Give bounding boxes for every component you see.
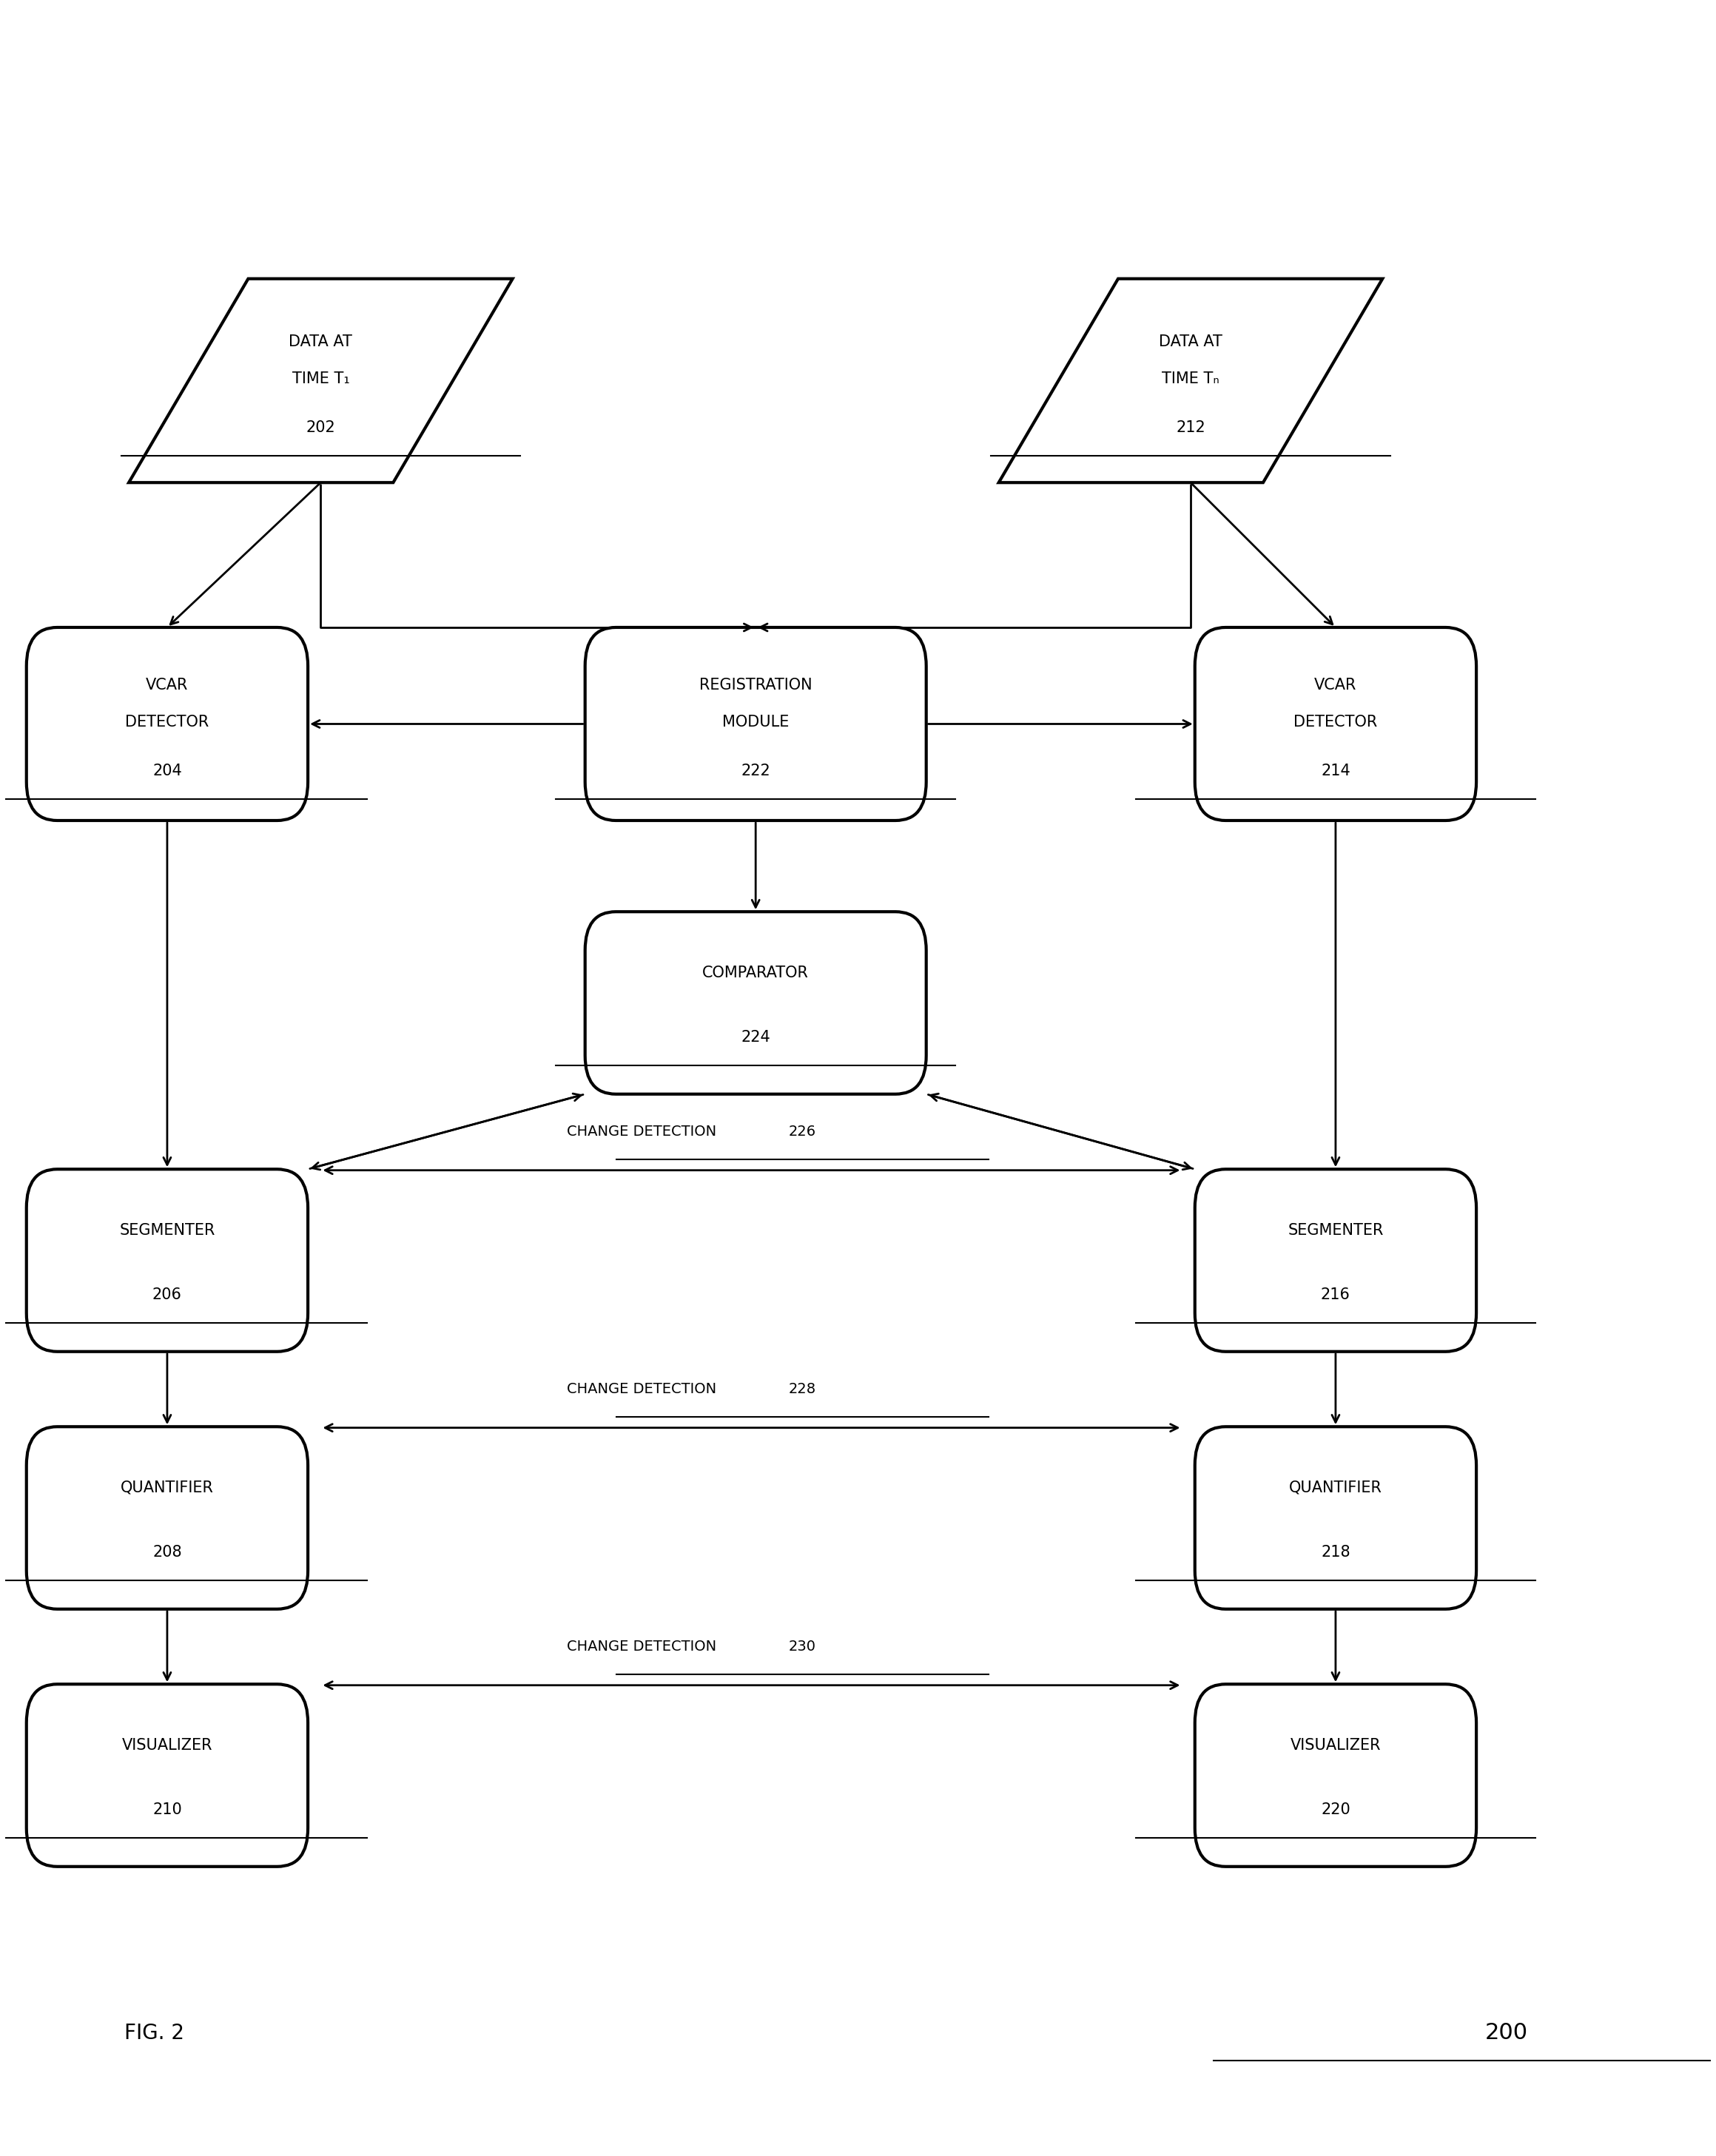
Text: 210: 210 [153,1802,182,1818]
Text: VCAR: VCAR [146,677,189,692]
Text: 224: 224 [741,1031,770,1046]
Text: CHANGE DETECTION: CHANGE DETECTION [566,1639,721,1654]
Text: TIME T₁: TIME T₁ [292,371,350,386]
Text: CHANGE DETECTION: CHANGE DETECTION [566,1382,721,1397]
Text: DATA AT: DATA AT [1158,334,1222,349]
Text: VISUALIZER: VISUALIZER [122,1738,213,1753]
Text: 216: 216 [1321,1287,1350,1302]
Text: 228: 228 [789,1382,817,1397]
Text: 208: 208 [153,1546,182,1559]
Text: 212: 212 [1175,420,1205,436]
Text: TIME Tₙ: TIME Tₙ [1162,371,1220,386]
FancyBboxPatch shape [26,627,307,821]
Text: 218: 218 [1321,1546,1350,1559]
Text: CHANGE DETECTION: CHANGE DETECTION [566,1125,721,1138]
Text: 222: 222 [741,763,770,778]
Text: DETECTOR: DETECTOR [1294,714,1378,729]
FancyBboxPatch shape [1194,1684,1476,1867]
Polygon shape [129,278,513,483]
Text: REGISTRATION: REGISTRATION [698,677,812,692]
Text: 200: 200 [1484,2022,1527,2044]
FancyBboxPatch shape [1194,1169,1476,1352]
Text: SEGMENTER: SEGMENTER [120,1222,214,1238]
Text: VISUALIZER: VISUALIZER [1290,1738,1381,1753]
FancyBboxPatch shape [585,627,927,821]
Text: VCAR: VCAR [1314,677,1357,692]
Text: 230: 230 [789,1639,817,1654]
FancyBboxPatch shape [1194,627,1476,821]
Text: QUANTIFIER: QUANTIFIER [1289,1481,1381,1496]
Text: FIG. 2: FIG. 2 [125,2022,185,2044]
Text: SEGMENTER: SEGMENTER [1287,1222,1383,1238]
Text: 204: 204 [153,763,182,778]
Text: 206: 206 [153,1287,182,1302]
Text: MODULE: MODULE [722,714,789,729]
Text: DETECTOR: DETECTOR [125,714,209,729]
FancyBboxPatch shape [26,1169,307,1352]
Text: DATA AT: DATA AT [288,334,352,349]
FancyBboxPatch shape [585,912,927,1093]
FancyBboxPatch shape [26,1684,307,1867]
Text: COMPARATOR: COMPARATOR [702,966,808,981]
Text: QUANTIFIER: QUANTIFIER [120,1481,214,1496]
Text: 214: 214 [1321,763,1350,778]
FancyBboxPatch shape [1194,1427,1476,1608]
Text: 220: 220 [1321,1802,1350,1818]
FancyBboxPatch shape [26,1427,307,1608]
Polygon shape [999,278,1383,483]
Text: 226: 226 [789,1125,817,1138]
Text: 202: 202 [305,420,335,436]
